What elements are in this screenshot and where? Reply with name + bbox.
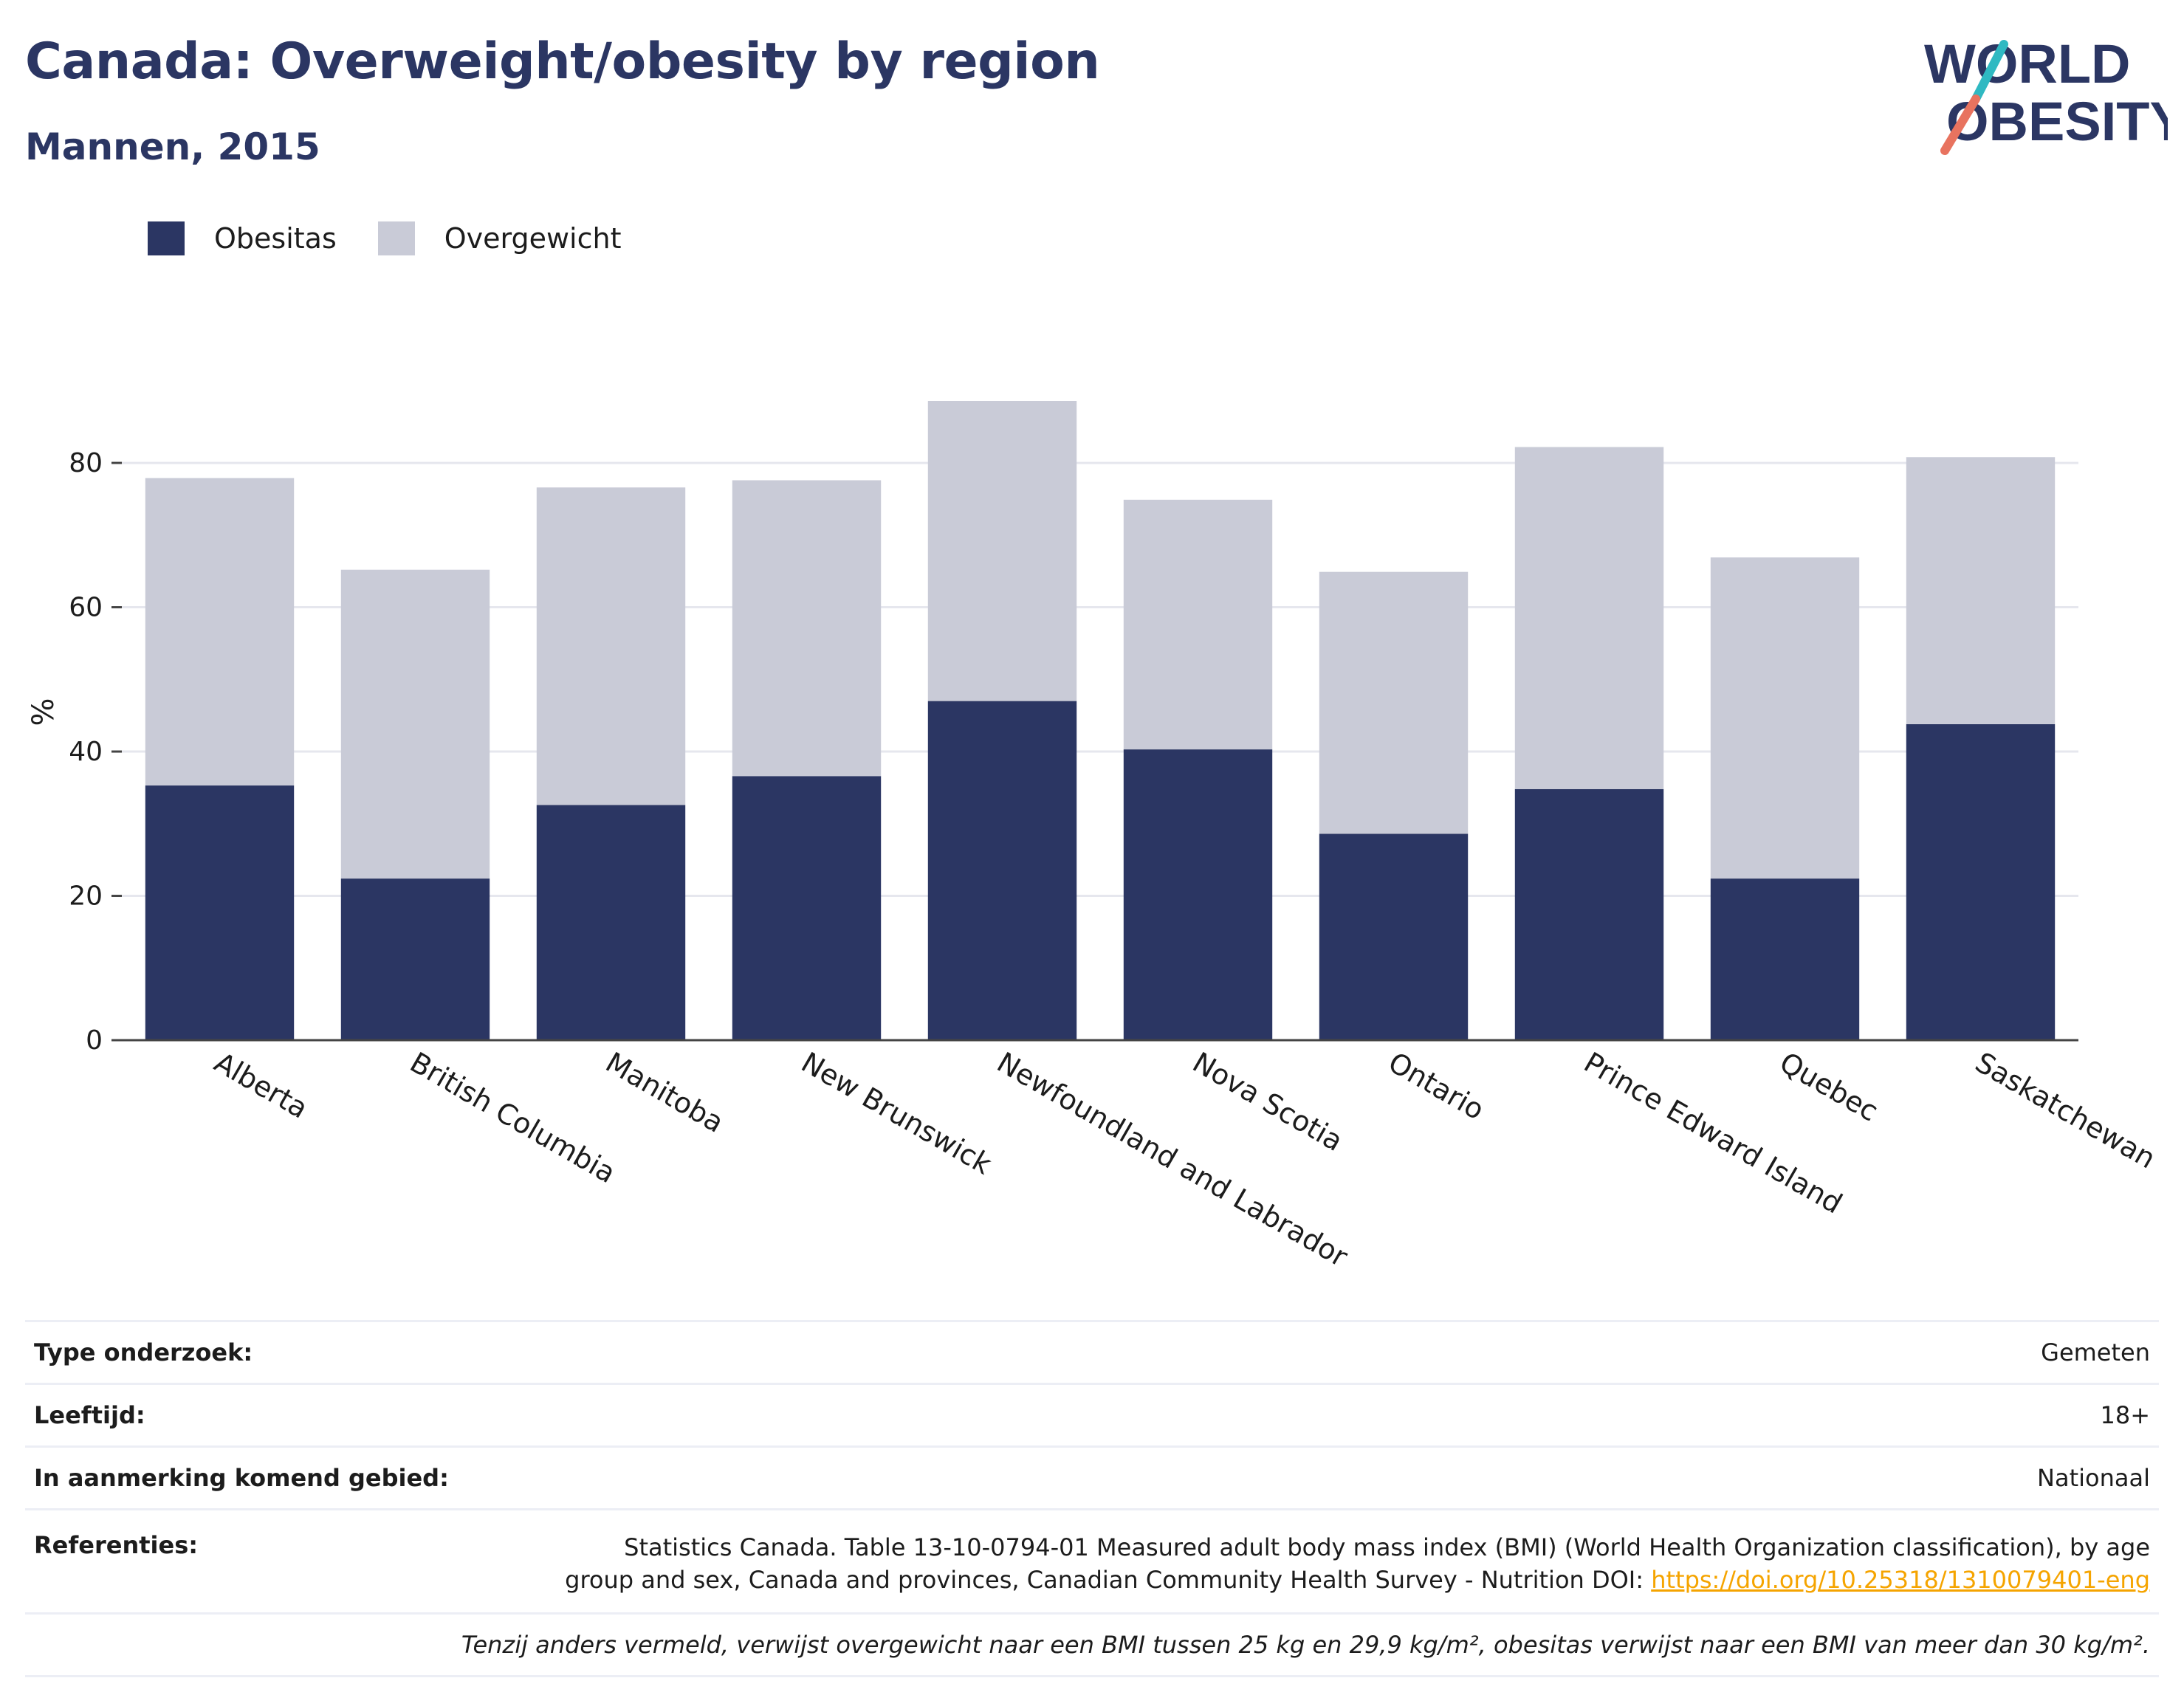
x-tick-label: Nova Scotia (1187, 1046, 1348, 1158)
info-key: Type onderzoek: (34, 1338, 253, 1366)
references-text: Statistics Canada. Table 13-10-0794-01 M… (565, 1531, 2150, 1596)
bar-overgewicht-ontario (1319, 571, 1469, 834)
info-value: Gemeten (2041, 1338, 2150, 1366)
bar-overgewicht-prince-edward-island (1514, 447, 1664, 789)
footnote: Tenzij anders vermeld, verwijst overgewi… (25, 1612, 2159, 1677)
svg-text:WORLD: WORLD (1924, 33, 2131, 94)
legend-swatch-overgewicht (377, 221, 415, 255)
chart-title: Canada: Overweight/obesity by region (25, 32, 1100, 91)
info-value: 18+ (2100, 1401, 2150, 1429)
x-tick-label: British Columbia (405, 1046, 621, 1190)
bar-overgewicht-newfoundland-and-labrador (927, 401, 1077, 701)
y-axis-ticks: 0 20 40 60 80 (69, 448, 122, 1056)
bar-obesitas-british-columbia (340, 879, 490, 1040)
references-line-2: group and sex, Canada and provinces, Can… (565, 1566, 1652, 1594)
y-tick-label: 40 (69, 737, 103, 767)
bar-obesitas-manitoba (536, 805, 686, 1040)
bar-obesitas-saskatchewan (1906, 723, 2056, 1040)
bar-obesitas-newfoundland-and-labrador (927, 701, 1077, 1040)
y-tick-label: 60 (69, 593, 103, 623)
bar-obesitas-alberta (145, 785, 295, 1040)
info-table: Type onderzoek: Gemeten Leeftijd: 18+ In… (25, 1320, 2159, 1677)
world-obesity-logo: WORLD OBESITY (1924, 33, 2168, 155)
references-line-1: Statistics Canada. Table 13-10-0794-01 M… (624, 1533, 2150, 1561)
bar-obesitas-ontario (1319, 833, 1469, 1040)
bar-obesitas-nova-scotia (1123, 749, 1273, 1040)
info-row-type: Type onderzoek: Gemeten (25, 1320, 2159, 1383)
info-value: Nationaal (2037, 1464, 2150, 1492)
bar-overgewicht-nova-scotia (1123, 499, 1273, 750)
bar-obesitas-new-brunswick (732, 776, 882, 1040)
bar-overgewicht-manitoba (536, 487, 686, 805)
chart-subtitle: Mannen, 2015 (25, 126, 320, 168)
y-axis-title: % (27, 698, 61, 726)
bar-overgewicht-quebec (1710, 557, 1860, 879)
x-tick-label: Ontario (1383, 1046, 1490, 1127)
bar-obesitas-quebec (1710, 879, 1860, 1040)
x-tick-label: New Brunswick (796, 1046, 997, 1181)
bar-overgewicht-saskatchewan (1906, 457, 2056, 724)
y-tick-label: 20 (69, 881, 103, 912)
y-tick-label: 0 (86, 1025, 103, 1056)
x-tick-label: Quebec (1774, 1046, 1883, 1128)
legend: Obesitas Overgewicht (148, 218, 663, 259)
bar-obesitas-prince-edward-island (1514, 788, 1664, 1040)
svg-text:OBESITY: OBESITY (1946, 91, 2168, 152)
info-key: In aanmerking komend gebied: (34, 1464, 449, 1492)
doi-link[interactable]: https://doi.org/10.25318/1310079401-eng (1651, 1566, 2150, 1594)
bar-overgewicht-new-brunswick (732, 480, 882, 777)
bar-overgewicht-british-columbia (340, 569, 490, 879)
info-row-references: Referenties: Statistics Canada. Table 13… (25, 1508, 2159, 1612)
bar-chart: 0 20 40 60 80 Alberta British ColumbiaManitob… (27, 401, 2161, 1273)
x-tick-label: Saskatchewan (1970, 1046, 2161, 1175)
info-key: Referenties: (34, 1531, 199, 1559)
x-tick-label: Alberta (209, 1046, 313, 1125)
info-row-age: Leeftijd: 18+ (25, 1383, 2159, 1445)
info-row-area: In aanmerking komend gebied: Nationaal (25, 1445, 2159, 1508)
info-key: Leeftijd: (34, 1401, 145, 1429)
bars (122, 401, 2078, 1042)
x-tick-label: Manitoba (600, 1046, 729, 1139)
legend-label-overgewicht: Overgewicht (444, 222, 622, 255)
y-tick-label: 80 (69, 448, 103, 478)
x-tick-label: Newfoundland and Labrador (992, 1046, 1353, 1273)
bar-overgewicht-alberta (145, 478, 295, 785)
legend-label-obesitas: Obesitas (214, 222, 337, 255)
legend-swatch-obesitas (148, 221, 185, 255)
